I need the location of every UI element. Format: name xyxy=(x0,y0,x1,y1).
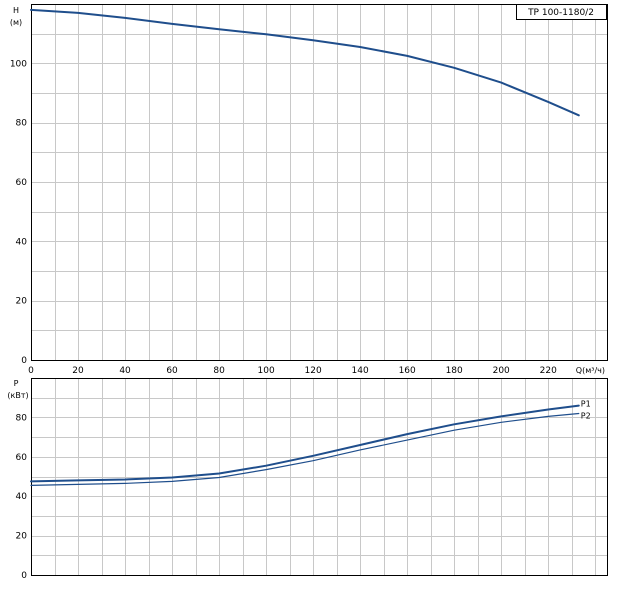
power-tick-label: 0 xyxy=(21,571,27,581)
flow-tick-label: 180 xyxy=(446,366,463,376)
head-axis-unit: (м) xyxy=(10,18,22,27)
power-chart-ticks: 0 20 40 60 80 xyxy=(16,413,28,581)
head-chart: 0 20 40 60 80 100 0 20 40 60 80 100 120 140 160 180 200 2… xyxy=(10,4,608,376)
flow-tick-label: 200 xyxy=(493,366,510,376)
chart-title-box xyxy=(516,4,607,20)
flow-tick-label: 100 xyxy=(258,366,275,376)
power-curve-p2 xyxy=(30,412,580,486)
head-chart-ticks: 0 20 40 60 80 100 0 20 40 60 80 100 120 140 160 180 200 2… xyxy=(10,59,557,376)
power-chart-frame xyxy=(31,378,608,576)
power-chart-grid xyxy=(31,378,607,575)
head-chart-series xyxy=(30,8,580,117)
flow-tick-label: 60 xyxy=(166,366,178,376)
series-label-p2: P2 xyxy=(581,411,591,420)
head-tick-label: 0 xyxy=(21,356,27,366)
power-tick-label: 80 xyxy=(16,413,28,423)
flow-tick-label: 160 xyxy=(399,366,416,376)
head-tick-label: 20 xyxy=(16,297,28,307)
flow-tick-label: 120 xyxy=(305,366,322,376)
head-curve xyxy=(30,8,580,117)
head-axis-label: H xyxy=(13,6,19,15)
head-tick-label: 80 xyxy=(16,119,28,129)
head-tick-label: 40 xyxy=(16,237,28,247)
power-axis-unit: (кВт) xyxy=(7,391,28,400)
flow-tick-label: 20 xyxy=(72,366,84,376)
head-tick-label: 60 xyxy=(16,178,28,188)
head-chart-grid xyxy=(31,4,607,360)
power-tick-label: 20 xyxy=(16,532,28,542)
head-tick-label: 100 xyxy=(10,59,27,69)
flow-axis-label: Q(м³/ч) xyxy=(576,366,605,375)
power-axis-label: P xyxy=(14,379,19,388)
power-curve-p1 xyxy=(30,404,580,483)
power-tick-label: 40 xyxy=(16,492,28,502)
flow-tick-label: 0 xyxy=(28,366,34,376)
flow-tick-label: 80 xyxy=(213,366,225,376)
flow-tick-label: 140 xyxy=(352,366,369,376)
chart-title: TP 100-1180/2 xyxy=(527,8,594,18)
flow-tick-label: 40 xyxy=(119,366,131,376)
series-label-p1: P1 xyxy=(581,400,591,409)
flow-tick-label: 220 xyxy=(540,366,557,376)
power-tick-label: 60 xyxy=(16,453,28,463)
head-chart-frame xyxy=(31,4,608,361)
